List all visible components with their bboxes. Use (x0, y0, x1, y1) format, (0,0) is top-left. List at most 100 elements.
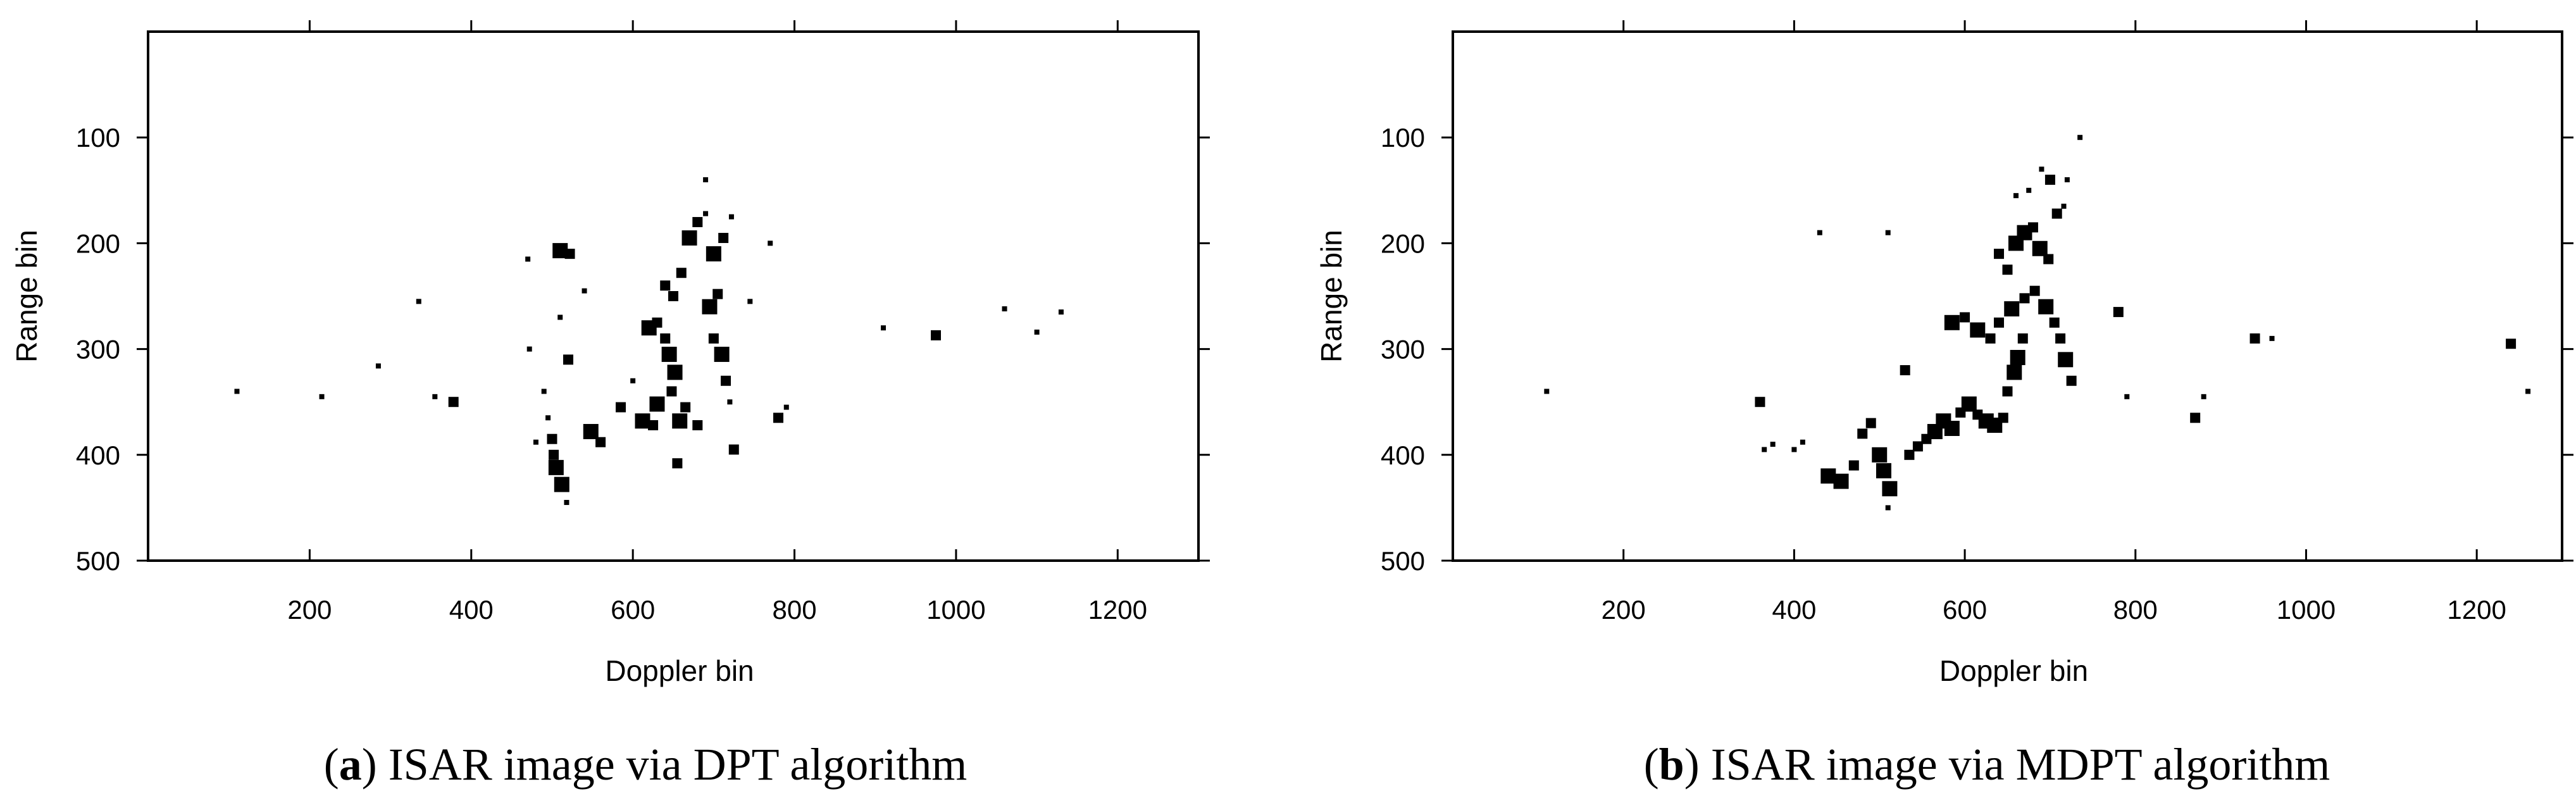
panel-caption: (a) ISAR image via DPT algorithm (324, 739, 968, 790)
scatter-point (1857, 428, 1868, 439)
scatter-point (563, 354, 573, 365)
scatter-point (234, 389, 240, 394)
y-tick-label: 200 (1381, 228, 1425, 258)
scatter-point (2506, 339, 2517, 349)
scatter-point (668, 291, 678, 301)
scatter-point (1904, 449, 1915, 460)
scatter-point (1960, 312, 1970, 323)
scatter-point (549, 449, 559, 460)
scatter-point (652, 317, 663, 328)
scatter-point (692, 216, 703, 227)
scatter-point (1058, 309, 1064, 315)
panel-a: 200 400 600 800 1000 1200 100 200 300 400 500 Doppl… (10, 20, 1210, 790)
scatter-point (648, 420, 659, 430)
scatter-point (2190, 413, 2201, 423)
scatter-point (706, 246, 721, 262)
scatter-point (672, 458, 683, 469)
x-axis-label: Doppler bin (1939, 654, 2088, 687)
scatter-point (525, 256, 531, 262)
panel-caption: (b) ISAR image via MDPT algorithm (1644, 739, 2330, 790)
caption-letter: b (1659, 739, 1684, 790)
scatter-point (2055, 333, 2066, 344)
scatter-point (548, 459, 564, 475)
scatter-point (1002, 306, 1007, 312)
scatter-point (547, 433, 557, 444)
scatter-point (635, 413, 650, 429)
caption-letter: a (339, 739, 362, 790)
scatter-point (1882, 481, 1898, 497)
scatter-point (1817, 230, 1822, 235)
scatter-point (1034, 329, 1040, 335)
x-tick-label: 400 (1772, 595, 1816, 625)
scatter-point (728, 444, 739, 455)
scatter-point (728, 214, 734, 220)
caption-paren-close: ) (362, 739, 377, 790)
scatter-point (712, 289, 723, 299)
scatter-point (1872, 447, 1888, 463)
x-tick-label: 600 (611, 595, 655, 625)
scatter-point (1876, 463, 1891, 478)
scatter-point (702, 299, 718, 314)
caption-paren-open: ( (1644, 739, 1659, 790)
scatter-point (1994, 317, 2005, 328)
x-tick-label: 800 (2113, 595, 2158, 625)
scatter-point (2017, 333, 2028, 344)
scatter-point (2019, 293, 2030, 304)
scatter-point (2032, 240, 2048, 256)
scatter-point (649, 396, 665, 412)
x-tick-label: 1200 (2447, 595, 2506, 625)
scatter-point (1961, 396, 1977, 412)
scatter-point (2124, 394, 2130, 399)
scatter-point (2113, 307, 2124, 318)
scatter-point (583, 424, 599, 440)
scatter-point (526, 346, 532, 352)
x-tick-label: 200 (1602, 595, 1646, 625)
x-axis-label: Doppler bin (605, 654, 754, 687)
caption-text: ISAR image via MDPT algorithm (1700, 739, 2330, 790)
scatter-point (773, 413, 783, 423)
caption-paren-open: ( (324, 739, 339, 790)
scatter-point (557, 314, 563, 320)
x-tick-label: 600 (1943, 595, 1987, 625)
scatter-point (2002, 265, 2013, 275)
scatter-point (2044, 175, 2055, 185)
y-axis-label: Range bin (10, 230, 43, 363)
scatter-point (666, 386, 677, 397)
caption-text: ISAR image via DPT algorithm (377, 739, 968, 790)
scatter-point (727, 399, 733, 405)
scatter-point (783, 404, 789, 410)
scatter-point (2077, 135, 2083, 140)
x-tick-label: 1200 (1088, 595, 1147, 625)
scatter-point (703, 177, 709, 183)
scatter-point (375, 363, 381, 369)
scatter-point (1848, 460, 1859, 471)
scatter-point (1770, 442, 1776, 447)
scatter-point (708, 333, 719, 344)
scatter-point (533, 439, 538, 445)
scatter-point (564, 500, 569, 506)
scatter-point (2026, 187, 2032, 193)
scatter-point (1833, 473, 1849, 489)
scatter-point (2002, 386, 2013, 397)
panel-b: 200 400 600 800 1000 1200 100 200 300 400 500 Doppl… (1315, 20, 2573, 790)
scatter-point (680, 402, 691, 413)
x-tick-label: 1000 (2277, 595, 2336, 625)
scatter-point (747, 299, 753, 304)
scatter-point (681, 230, 697, 246)
caption-paren-close: ) (1684, 739, 1700, 790)
scatter-point (432, 394, 438, 399)
scatter-point (1755, 397, 1765, 408)
scatter-point (667, 364, 683, 380)
plot-frame (1452, 30, 2563, 562)
scatter-point (2010, 349, 2025, 365)
scatter-point (1762, 447, 1767, 452)
scatter-point (718, 233, 729, 244)
y-tick-label: 300 (1381, 335, 1425, 364)
scatter-point (676, 268, 687, 278)
x-tick-label: 400 (449, 595, 494, 625)
y-axis-label: Range bin (1315, 230, 1348, 363)
scatter-point (672, 413, 688, 429)
scatter-point (1994, 249, 2005, 259)
scatter-point (714, 346, 730, 362)
